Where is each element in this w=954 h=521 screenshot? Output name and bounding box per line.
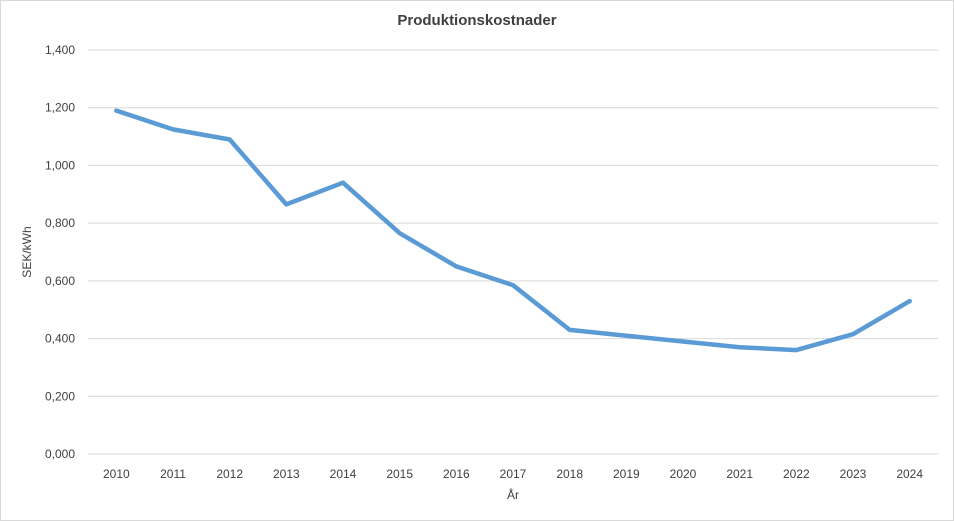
chart-title: Produktionskostnader bbox=[397, 12, 557, 29]
y-tick-label: 0,400 bbox=[45, 332, 75, 346]
x-tick-label: 2012 bbox=[216, 467, 243, 481]
x-tick-label: 2024 bbox=[896, 467, 923, 481]
y-tick-label: 1,200 bbox=[45, 101, 75, 115]
x-tick-label: 2022 bbox=[783, 467, 810, 481]
x-axis-title: År bbox=[507, 487, 519, 502]
gridlines bbox=[88, 49, 938, 455]
y-tick-label: 1,000 bbox=[45, 158, 75, 172]
x-tick-label: 2017 bbox=[500, 467, 527, 481]
x-tick-label: 2013 bbox=[273, 467, 300, 481]
x-tick-label: 2021 bbox=[726, 467, 753, 481]
x-tick-label: 2010 bbox=[103, 467, 130, 481]
x-tick-label: 2015 bbox=[386, 467, 413, 481]
y-axis-title: SEK/kWh bbox=[20, 226, 34, 277]
series-group bbox=[114, 108, 912, 353]
y-tick-label: 0,000 bbox=[45, 447, 75, 461]
x-tick-label: 2020 bbox=[670, 467, 697, 481]
x-axis-ticks: 2010 2011 2012 2013 2014 2015 2016 2017 2018 2019… bbox=[103, 467, 923, 481]
series-line bbox=[114, 108, 912, 353]
x-tick-label: 2018 bbox=[556, 467, 583, 481]
y-tick-label: 0,200 bbox=[45, 389, 75, 403]
x-tick-label: 2011 bbox=[160, 467, 186, 481]
y-axis-ticks: 0,000 0,200 0,400 0,600 0,800 1,000 1,200 1,400 bbox=[45, 43, 75, 461]
x-tick-label: 2016 bbox=[443, 467, 470, 481]
x-tick-label: 2019 bbox=[613, 467, 640, 481]
y-tick-label: 0,600 bbox=[45, 274, 75, 288]
x-tick-label: 2023 bbox=[840, 467, 867, 481]
x-tick-label: 2014 bbox=[330, 467, 357, 481]
y-tick-label: 1,400 bbox=[45, 43, 75, 57]
y-tick-label: 0,800 bbox=[45, 216, 75, 230]
